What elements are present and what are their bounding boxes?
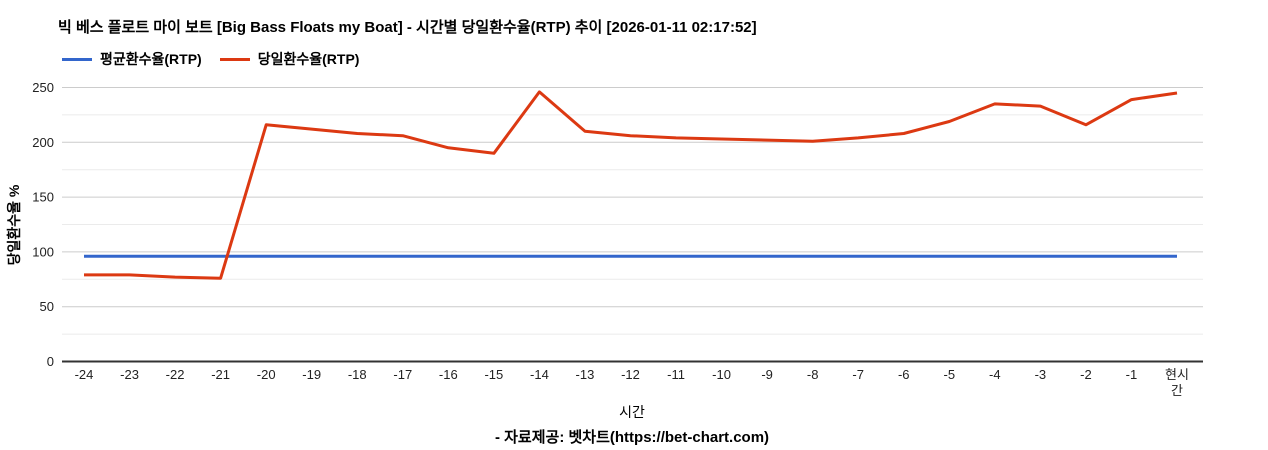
svg-text:-12: -12 <box>621 367 640 382</box>
svg-text:-2: -2 <box>1080 367 1092 382</box>
svg-text:200: 200 <box>32 135 54 150</box>
x-axis-title: 시간 <box>619 404 645 420</box>
svg-text:-10: -10 <box>712 367 731 382</box>
svg-text:-9: -9 <box>761 367 773 382</box>
svg-text:0: 0 <box>47 354 54 369</box>
svg-text:-18: -18 <box>348 367 367 382</box>
svg-text:-4: -4 <box>989 367 1001 382</box>
svg-text:-20: -20 <box>257 367 276 382</box>
svg-text:-15: -15 <box>484 367 503 382</box>
svg-text:-6: -6 <box>898 367 910 382</box>
legend-item-daily: 당일환수율(RTP) <box>219 49 360 69</box>
svg-text:-23: -23 <box>120 367 139 382</box>
svg-text:-1: -1 <box>1126 367 1138 382</box>
svg-text:-5: -5 <box>944 367 956 382</box>
svg-text:-3: -3 <box>1035 367 1047 382</box>
svg-text:-22: -22 <box>166 367 185 382</box>
footer-credit: - 자료제공: 벳차트(https://bet-chart.com) <box>494 429 770 446</box>
legend-line-swatch-blue <box>62 57 92 61</box>
legend: 평균환수율(RTP) 당일환수율(RTP) <box>62 50 377 68</box>
svg-text:150: 150 <box>32 190 54 205</box>
svg-text:-11: -11 <box>667 367 685 382</box>
svg-text:-19: -19 <box>302 367 321 382</box>
legend-label-daily: 당일환수율(RTP) <box>257 51 360 67</box>
svg-text:-13: -13 <box>576 367 595 382</box>
legend-label-average: 평균환수율(RTP) <box>100 51 202 67</box>
svg-text:100: 100 <box>32 244 54 259</box>
svg-text:-17: -17 <box>393 367 412 382</box>
svg-text:현시: 현시 <box>1165 367 1189 382</box>
svg-text:50: 50 <box>40 299 54 314</box>
svg-text:간: 간 <box>1171 383 1183 398</box>
svg-text:-7: -7 <box>852 367 864 382</box>
svg-text:-24: -24 <box>75 367 94 382</box>
svg-text:250: 250 <box>32 80 54 95</box>
svg-text:-16: -16 <box>439 367 458 382</box>
chart-title: 빅 베스 플로트 마이 보트 [Big Bass Floats my Boat]… <box>58 19 757 36</box>
svg-text:-8: -8 <box>807 367 819 382</box>
svg-text:-21: -21 <box>211 367 230 382</box>
legend-line-swatch-red <box>219 57 250 61</box>
svg-text:-14: -14 <box>530 367 549 382</box>
legend-item-average: 평균환수율(RTP) <box>62 49 202 69</box>
